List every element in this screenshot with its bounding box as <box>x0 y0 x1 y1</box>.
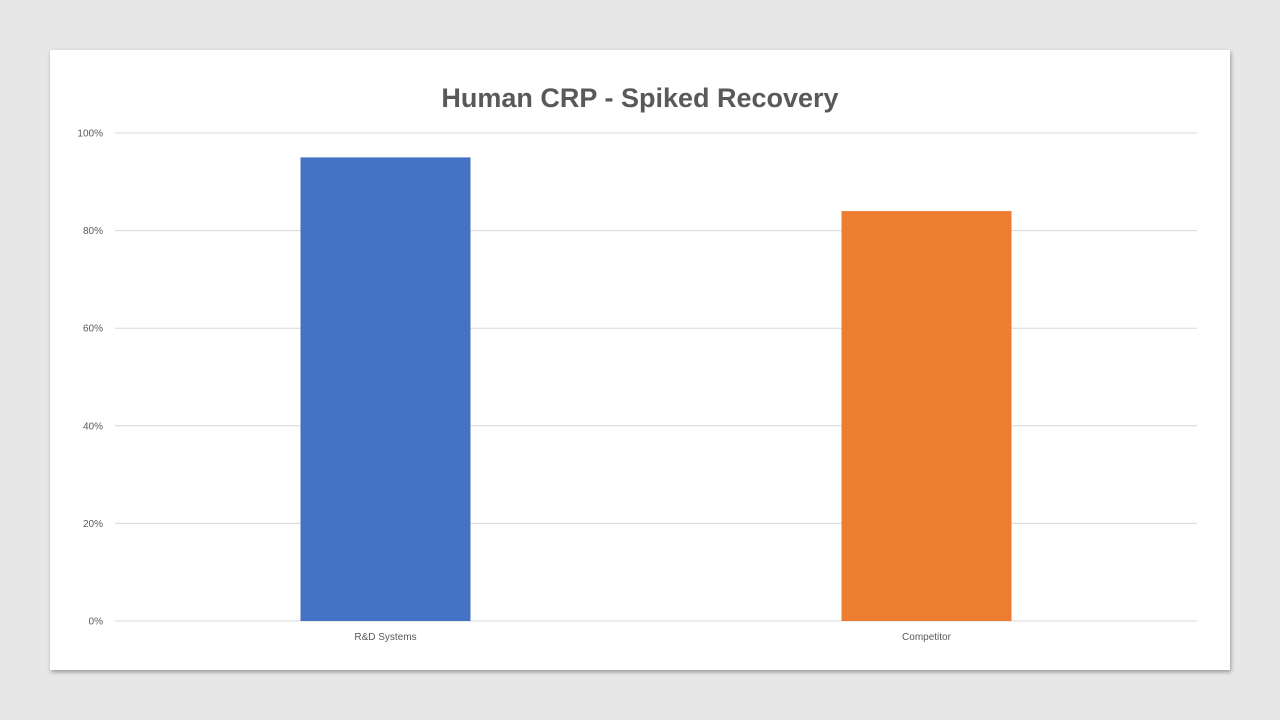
chart-title: Human CRP - Spiked Recovery <box>441 83 838 113</box>
y-tick-label: 0% <box>89 617 104 628</box>
y-tick-label: 60% <box>83 324 103 335</box>
bar-chart: Human CRP - Spiked Recovery 0% 20% 40% 60% 8… <box>77 83 1197 643</box>
chart-slide: Human CRP - Spiked Recovery 0% 20% 40% 60% 8… <box>50 50 1230 670</box>
y-tick-label: 40% <box>83 421 103 432</box>
y-tick-label: 80% <box>83 226 103 237</box>
category-label: Competitor <box>902 632 952 643</box>
category-label: R&D Systems <box>354 632 416 643</box>
gridlines <box>115 132 1197 622</box>
y-axis-tick-labels: 0% 20% 40% 60% 80% 100% <box>77 129 103 628</box>
x-axis-category-labels: R&D Systems Competitor <box>354 632 951 643</box>
bar-1 <box>841 211 1012 621</box>
y-tick-label: 100% <box>77 129 103 140</box>
bar-0 <box>300 157 471 621</box>
bars <box>300 157 1012 621</box>
y-tick-label: 20% <box>83 519 103 530</box>
